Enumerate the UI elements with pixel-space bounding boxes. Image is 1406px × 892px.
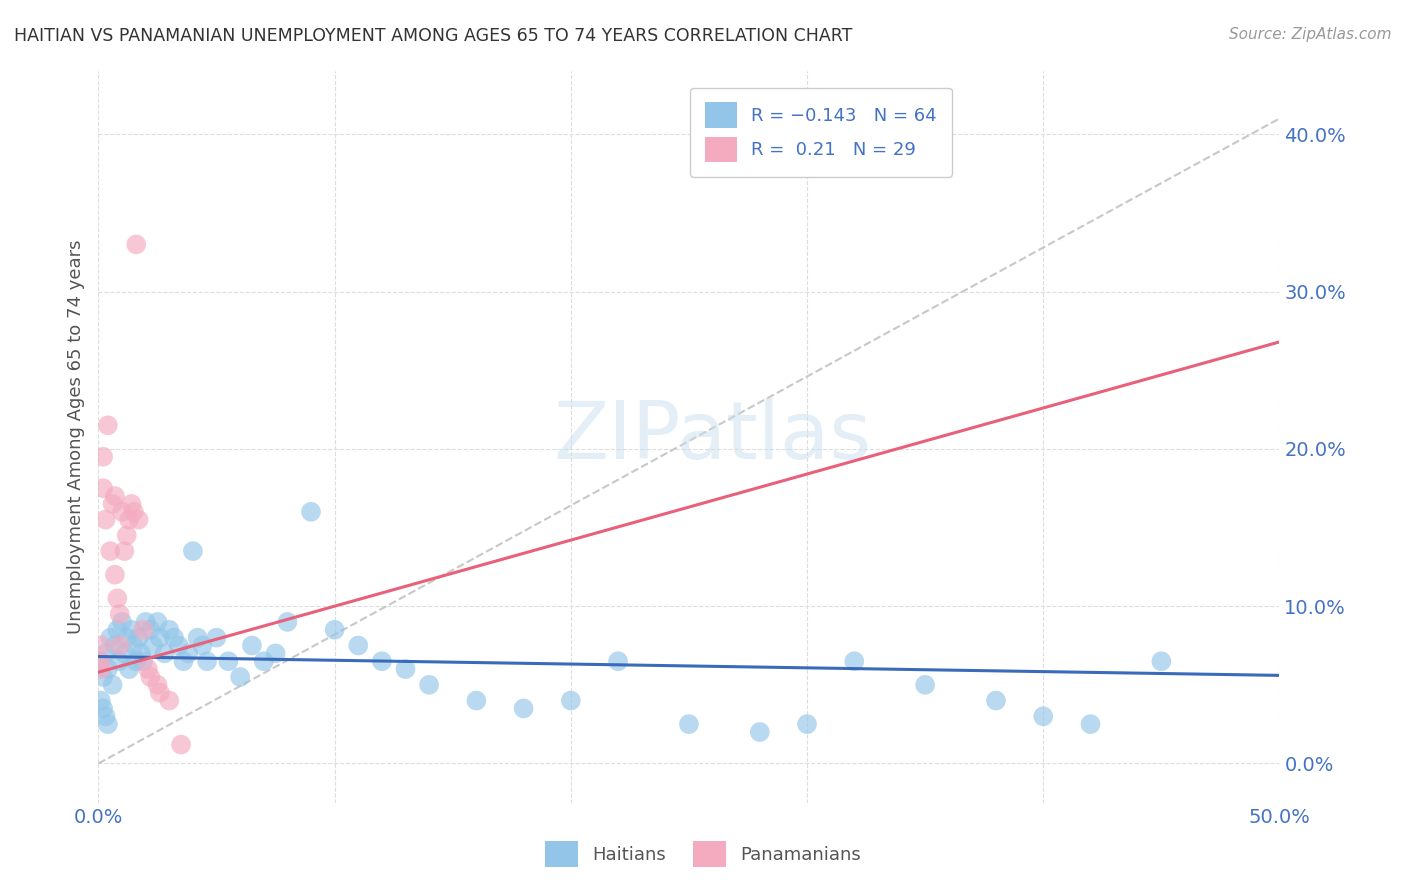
Point [1080, 717, 1102, 731]
Point [90, 693, 112, 707]
Point [181, 544, 204, 558]
Point [678, 717, 700, 731]
Point [121, 623, 143, 637]
Point [118, 662, 141, 676]
Point [240, 639, 263, 653]
Point [172, 654, 194, 668]
Point [371, 654, 394, 668]
Point [253, 654, 276, 668]
Point [108, 654, 131, 668]
Point [94, 709, 117, 723]
Point [128, 631, 150, 645]
Point [128, 513, 150, 527]
Point [796, 717, 818, 731]
Point [125, 237, 148, 252]
Point [132, 623, 155, 637]
Point [229, 670, 252, 684]
Point [914, 678, 936, 692]
Point [104, 567, 127, 582]
Point [607, 654, 630, 668]
Point [90, 654, 112, 668]
Point [135, 615, 157, 629]
Point [195, 654, 218, 668]
Point [101, 678, 124, 692]
Point [163, 631, 186, 645]
Point [97, 418, 120, 433]
Point [146, 615, 169, 629]
Point [118, 513, 141, 527]
Point [111, 615, 134, 629]
Point [94, 646, 117, 660]
Point [146, 678, 169, 692]
Point [90, 662, 112, 676]
Point [98, 544, 121, 558]
Point [90, 654, 112, 668]
Point [104, 639, 127, 653]
Point [347, 639, 370, 653]
Point [153, 646, 176, 660]
Point [111, 505, 134, 519]
Point [170, 738, 193, 752]
Point [108, 607, 131, 621]
Point [97, 662, 120, 676]
Point [187, 631, 209, 645]
Point [984, 693, 1007, 707]
Point [104, 489, 127, 503]
Point [217, 654, 239, 668]
Text: ZIPatlas: ZIPatlas [554, 398, 872, 476]
Point [91, 701, 114, 715]
Point [91, 450, 114, 464]
Point [167, 639, 190, 653]
Point [136, 662, 159, 676]
Point [264, 646, 287, 660]
Text: HAITIAN VS PANAMANIAN UNEMPLOYMENT AMONG AGES 65 TO 74 YEARS CORRELATION CHART: HAITIAN VS PANAMANIAN UNEMPLOYMENT AMONG… [14, 27, 852, 45]
Point [122, 639, 145, 653]
Point [94, 513, 117, 527]
Point [299, 505, 322, 519]
Point [149, 631, 172, 645]
Y-axis label: Unemployment Among Ages 65 to 74 years: Unemployment Among Ages 65 to 74 years [66, 240, 84, 634]
Point [101, 497, 124, 511]
Point [191, 639, 214, 653]
Point [115, 631, 138, 645]
Point [323, 623, 346, 637]
Point [129, 646, 152, 660]
Point [177, 646, 200, 660]
Point [132, 654, 155, 668]
Point [142, 639, 165, 653]
Point [91, 670, 114, 684]
Point [205, 631, 228, 645]
Point [105, 623, 128, 637]
Point [125, 654, 148, 668]
Point [115, 528, 138, 542]
Point [844, 654, 866, 668]
Point [122, 505, 145, 519]
Text: Source: ZipAtlas.com: Source: ZipAtlas.com [1229, 27, 1392, 42]
Point [157, 623, 180, 637]
Point [394, 662, 416, 676]
Point [139, 623, 162, 637]
Point [139, 670, 162, 684]
Point [108, 639, 131, 653]
Point [1150, 654, 1173, 668]
Point [157, 693, 180, 707]
Legend: Haitians, Panamanians: Haitians, Panamanians [538, 834, 868, 874]
Point [276, 615, 298, 629]
Point [112, 544, 135, 558]
Point [748, 725, 770, 739]
Point [105, 591, 128, 606]
Point [121, 497, 143, 511]
Point [149, 686, 172, 700]
Point [1032, 709, 1054, 723]
Point [112, 646, 135, 660]
Point [90, 639, 112, 653]
Point [91, 481, 114, 495]
Point [418, 678, 440, 692]
Point [560, 693, 582, 707]
Point [512, 701, 534, 715]
Point [98, 631, 121, 645]
Point [465, 693, 488, 707]
Point [97, 717, 120, 731]
Legend: R = −0.143   N = 64, R =  0.21   N = 29: R = −0.143 N = 64, R = 0.21 N = 29 [690, 87, 952, 177]
